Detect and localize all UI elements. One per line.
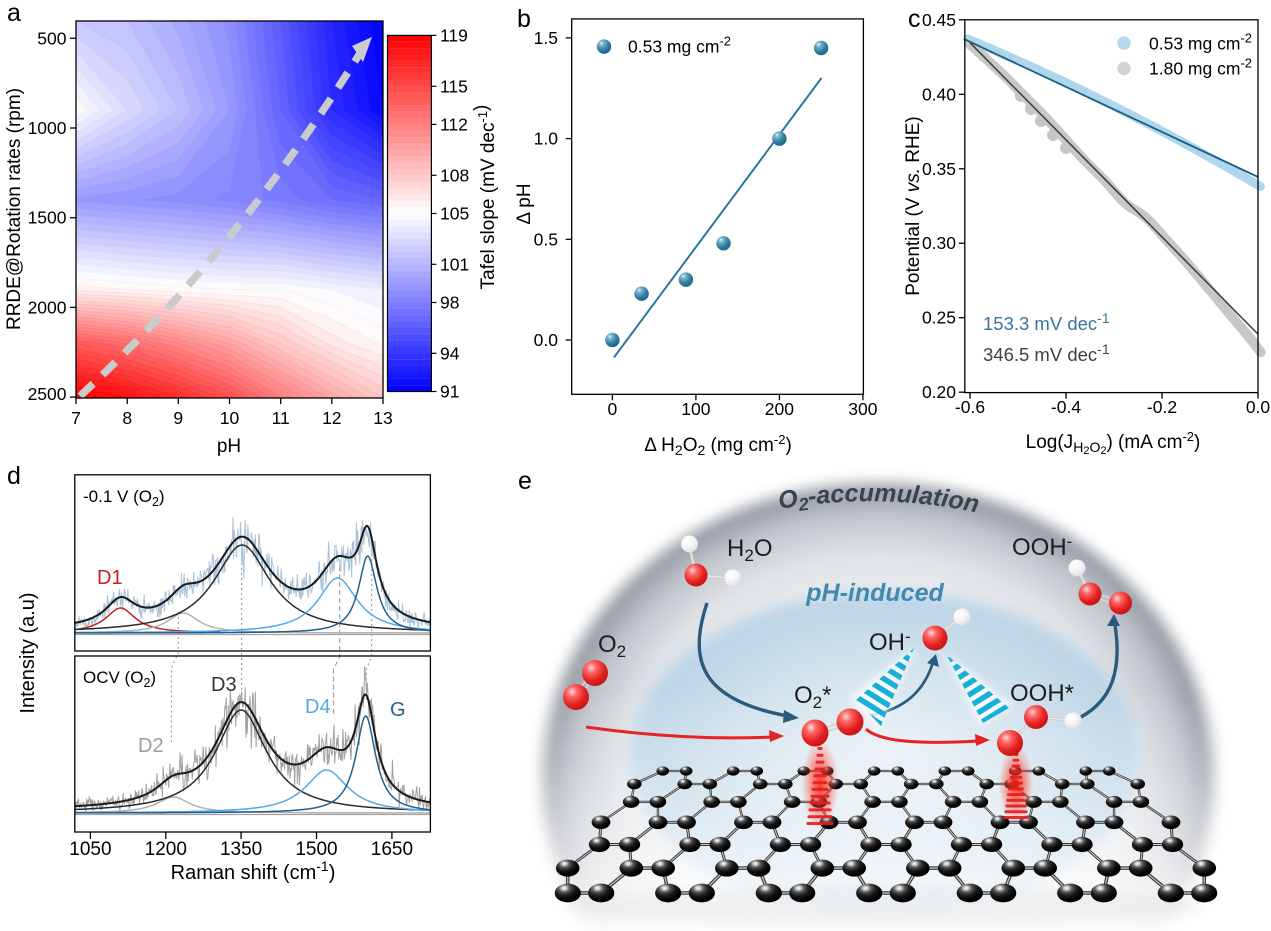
svg-text:G: G	[390, 699, 406, 721]
svg-text:0: 0	[608, 399, 618, 419]
svg-text:0.35: 0.35	[922, 159, 956, 179]
svg-text:153.3 mV dec-1: 153.3 mV dec-1	[983, 310, 1110, 334]
svg-text:108: 108	[440, 165, 469, 185]
svg-text:91: 91	[440, 382, 459, 402]
svg-text:1200: 1200	[145, 839, 187, 860]
svg-text:1000: 1000	[28, 118, 67, 138]
svg-text:7: 7	[71, 408, 81, 428]
svg-text:OCV (O2): OCV (O2)	[83, 668, 156, 690]
svg-text:Log(JH2O2) (mA cm-2): Log(JH2O2) (mA cm-2)	[1026, 429, 1201, 457]
svg-text:8: 8	[122, 408, 132, 428]
svg-text:a: a	[7, 0, 21, 27]
svg-text:0.25: 0.25	[922, 308, 956, 328]
svg-text:1.0: 1.0	[534, 129, 559, 149]
svg-text:RRDE@Rotation rates (rpm): RRDE@Rotation rates (rpm)	[4, 88, 25, 330]
svg-text:10: 10	[220, 408, 240, 428]
svg-text:Raman shift (cm-1): Raman shift (cm-1)	[171, 858, 336, 884]
svg-text:94: 94	[440, 343, 460, 363]
svg-text:D3: D3	[211, 674, 237, 696]
svg-text:pH-induced: pH-induced	[805, 579, 944, 607]
svg-text:115: 115	[440, 76, 468, 96]
svg-text:Potential (V vs. RHE): Potential (V vs. RHE)	[903, 116, 924, 296]
svg-text:1650: 1650	[371, 839, 413, 860]
svg-text:112: 112	[440, 114, 468, 134]
svg-text:0.40: 0.40	[922, 84, 956, 104]
svg-text:-0.4: -0.4	[1051, 397, 1081, 417]
svg-text:0.0: 0.0	[1246, 397, 1271, 417]
svg-text:105: 105	[440, 204, 469, 224]
svg-text:d: d	[7, 462, 21, 490]
svg-text:1350: 1350	[220, 839, 262, 860]
svg-text:2000: 2000	[28, 297, 67, 317]
svg-text:1500: 1500	[28, 208, 67, 228]
svg-text:100: 100	[681, 399, 710, 419]
svg-text:-0.2: -0.2	[1147, 397, 1177, 417]
svg-text:c: c	[908, 5, 921, 33]
svg-text:300: 300	[848, 399, 877, 419]
svg-text:119: 119	[440, 25, 468, 45]
svg-text:D1: D1	[97, 567, 123, 589]
svg-text:12: 12	[322, 408, 341, 428]
svg-text:-0.6: -0.6	[955, 397, 985, 417]
svg-text:200: 200	[765, 399, 794, 419]
svg-text:b: b	[517, 5, 531, 33]
svg-text:D4: D4	[305, 696, 331, 718]
svg-text:e: e	[518, 467, 532, 495]
svg-text:0.45: 0.45	[922, 10, 956, 30]
svg-text:0.53 mg cm-2: 0.53 mg cm-2	[1149, 31, 1252, 54]
svg-text:-0.1 V (O2): -0.1 V (O2)	[83, 487, 165, 509]
svg-text:1050: 1050	[69, 839, 111, 860]
svg-text:1.80 mg cm-2: 1.80 mg cm-2	[1149, 56, 1252, 79]
svg-text:D2: D2	[138, 735, 164, 757]
svg-text:OOH*: OOH*	[1010, 680, 1074, 707]
svg-text:1500: 1500	[295, 839, 337, 860]
svg-text:2500: 2500	[28, 384, 67, 404]
svg-text:pH: pH	[217, 436, 241, 457]
svg-text:346.5 mV dec-1: 346.5 mV dec-1	[983, 341, 1110, 365]
svg-text:0.0: 0.0	[534, 330, 559, 350]
svg-text:Intensity (a.u): Intensity (a.u)	[17, 592, 39, 713]
svg-text:9: 9	[173, 408, 183, 428]
svg-text:1.5: 1.5	[534, 28, 558, 48]
svg-text:98: 98	[440, 293, 459, 313]
svg-text:500: 500	[37, 28, 66, 48]
svg-text:0.53 mg cm-2: 0.53 mg cm-2	[628, 34, 731, 57]
svg-text:0.30: 0.30	[922, 233, 956, 253]
svg-text:0.5: 0.5	[534, 229, 558, 249]
svg-text:11: 11	[272, 408, 290, 428]
svg-text:Δ H2O2 (mg cm-2): Δ H2O2 (mg cm-2)	[644, 432, 792, 458]
svg-text:OH-: OH-	[869, 627, 911, 656]
svg-text:Δ pH: Δ pH	[514, 183, 535, 224]
svg-text:101: 101	[440, 254, 469, 274]
svg-text:13: 13	[373, 408, 392, 428]
svg-text:0.20: 0.20	[922, 382, 956, 402]
svg-text:OOH-: OOH-	[1012, 532, 1072, 561]
